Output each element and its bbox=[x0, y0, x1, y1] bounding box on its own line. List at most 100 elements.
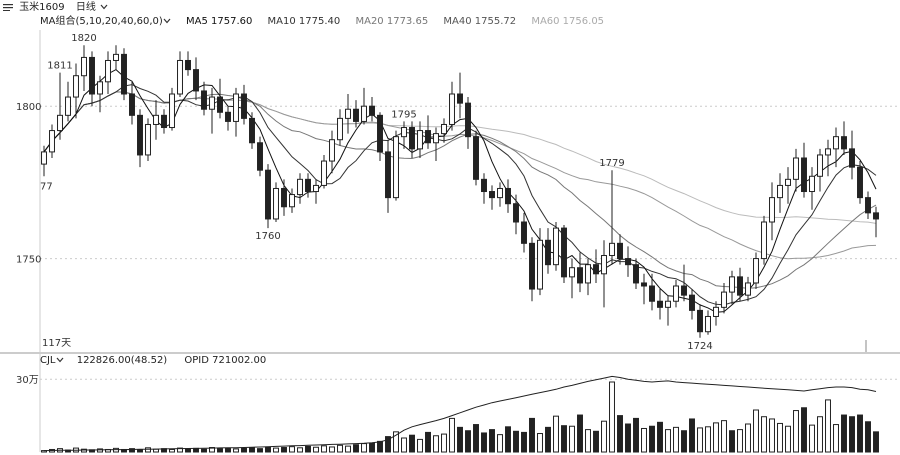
volume-bar bbox=[633, 417, 639, 453]
volume-bar bbox=[433, 435, 439, 453]
candle-body bbox=[585, 264, 591, 284]
chevron-down-icon[interactable] bbox=[56, 355, 64, 366]
candle-body bbox=[657, 300, 663, 308]
volume-bar bbox=[129, 448, 135, 453]
candle-body bbox=[505, 187, 511, 205]
price-annotation: 1820 bbox=[71, 33, 96, 44]
candle-body bbox=[729, 276, 735, 293]
ma-group-label[interactable]: MA组合(5,10,20,40,60,0) bbox=[40, 16, 163, 27]
volume-value: 122826.00(48.52) bbox=[76, 355, 168, 366]
candle-body bbox=[49, 130, 55, 153]
volume-bar bbox=[737, 429, 743, 453]
candle-body bbox=[817, 154, 823, 177]
candle-body bbox=[345, 108, 351, 119]
candle-body bbox=[577, 267, 583, 284]
candle-body bbox=[289, 194, 295, 208]
candle-body bbox=[873, 212, 879, 220]
volume-bar bbox=[281, 447, 287, 453]
candle-body bbox=[609, 242, 615, 257]
candle-body bbox=[553, 227, 559, 266]
volume-bar bbox=[257, 448, 263, 453]
candle-body bbox=[225, 111, 231, 122]
volume-bar bbox=[697, 427, 703, 453]
volume-bar bbox=[225, 447, 231, 453]
volume-bar bbox=[721, 420, 727, 453]
candle-body bbox=[105, 59, 111, 83]
ma60-value: MA60 1756.05 bbox=[531, 16, 605, 27]
left-price-label: 77 bbox=[40, 181, 53, 192]
volume-bar bbox=[705, 426, 711, 453]
candle-body bbox=[705, 315, 711, 333]
volume-bar bbox=[297, 447, 303, 453]
candle-body bbox=[801, 157, 807, 193]
candle-body bbox=[569, 267, 575, 278]
volume-bar bbox=[497, 434, 503, 453]
chevron-down-icon[interactable] bbox=[100, 0, 108, 16]
volume-bar bbox=[177, 447, 183, 453]
volume-bar bbox=[265, 446, 271, 453]
volume-bar bbox=[609, 381, 615, 453]
chart-icon[interactable] bbox=[3, 0, 13, 16]
candle-body bbox=[793, 157, 799, 180]
volume-bar bbox=[513, 430, 519, 453]
volume-bar bbox=[753, 409, 759, 453]
volume-bar bbox=[217, 448, 223, 453]
candle-body bbox=[305, 178, 311, 193]
price-tick-label: 1800 bbox=[16, 102, 41, 113]
candle-body bbox=[633, 264, 639, 284]
volume-bar bbox=[321, 445, 327, 453]
candle-body bbox=[417, 130, 423, 150]
instrument-bar: 玉米1609 日线 bbox=[0, 0, 900, 16]
candle-body bbox=[649, 285, 655, 302]
volume-bar bbox=[289, 446, 295, 453]
chevron-down-icon[interactable] bbox=[163, 16, 171, 27]
volume-bar bbox=[169, 448, 175, 453]
candle-body bbox=[281, 187, 287, 208]
ma-legend: MA组合(5,10,20,40,60,0) MA5 1757.60 MA10 1… bbox=[40, 15, 616, 29]
candle-body bbox=[785, 178, 791, 186]
candle-body bbox=[681, 285, 687, 296]
volume-bar bbox=[273, 447, 279, 453]
candle-body bbox=[625, 258, 631, 266]
volume-bar bbox=[377, 440, 383, 453]
candle-body bbox=[313, 184, 319, 193]
volume-bar bbox=[393, 431, 399, 453]
volume-bar bbox=[345, 445, 351, 453]
volume-bar bbox=[865, 421, 871, 453]
volume-bar bbox=[841, 414, 847, 453]
volume-bar bbox=[481, 432, 487, 453]
open-interest-line bbox=[43, 375, 877, 452]
candle-body bbox=[321, 160, 327, 186]
volume-bar bbox=[145, 447, 151, 453]
volume-bar bbox=[209, 447, 215, 453]
candle-body bbox=[465, 102, 471, 138]
candle-body bbox=[441, 123, 447, 135]
candle-body bbox=[153, 114, 159, 125]
candle-body bbox=[185, 59, 191, 71]
volume-bar bbox=[601, 420, 607, 453]
candle-body bbox=[753, 258, 759, 284]
candle-body bbox=[809, 175, 815, 193]
candle-body bbox=[361, 105, 367, 122]
candle-body bbox=[137, 114, 143, 156]
price-tick-label: 1750 bbox=[16, 255, 41, 266]
candle-body bbox=[673, 285, 679, 302]
volume-bar bbox=[817, 416, 823, 453]
candle-body bbox=[233, 93, 239, 122]
candle-body bbox=[89, 56, 95, 95]
candle-body bbox=[593, 264, 599, 275]
period-label[interactable]: 日线 bbox=[75, 2, 96, 13]
candle-body bbox=[249, 117, 255, 144]
volume-bar bbox=[473, 424, 479, 453]
volume-bar bbox=[409, 434, 415, 453]
volume-bar bbox=[681, 430, 687, 453]
volume-indicator[interactable]: CJL bbox=[40, 355, 56, 366]
volume-bar bbox=[385, 436, 391, 453]
candle-body bbox=[849, 148, 855, 168]
candle-body bbox=[257, 142, 263, 171]
price-annotation: 1779 bbox=[599, 158, 624, 169]
candle-body bbox=[721, 291, 727, 308]
candle-body bbox=[489, 191, 495, 199]
candle-body bbox=[769, 197, 775, 223]
